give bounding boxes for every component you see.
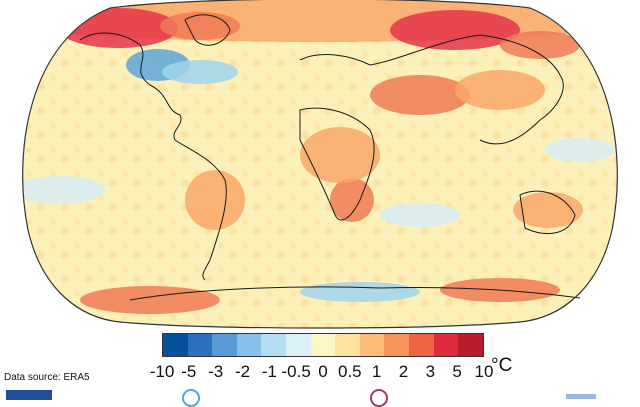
legend-tick-label: 1 bbox=[371, 362, 382, 381]
legend-color-swatch bbox=[335, 334, 360, 356]
legend-tick-label: 0.5 bbox=[338, 362, 362, 381]
legend-tick-label: -5 bbox=[181, 362, 197, 381]
east-pacific-cool-area bbox=[22, 176, 105, 204]
legend-color-swatch bbox=[433, 334, 459, 356]
south-america-warm-area bbox=[185, 170, 245, 230]
legend-color-swatch bbox=[384, 334, 410, 356]
legend-tick-label: -10 bbox=[149, 362, 175, 381]
copernicus-logo bbox=[182, 389, 200, 407]
legend-color-swatch bbox=[286, 334, 311, 356]
climate-service-logo bbox=[566, 394, 596, 399]
southern-ocean-warm-area bbox=[80, 286, 220, 314]
greenland-coastline bbox=[184, 14, 231, 46]
legend-tick-label: 10 bbox=[474, 362, 494, 381]
ecmwf-logo bbox=[370, 389, 388, 407]
legend-color-swatch bbox=[261, 334, 287, 356]
indian-ocean-cool-area bbox=[380, 203, 460, 227]
australia-warm-area bbox=[513, 192, 583, 228]
legend-color-swatch bbox=[409, 334, 434, 356]
east-asia-warm-area bbox=[455, 70, 545, 110]
legend-tick-label: 3 bbox=[425, 362, 436, 381]
legend-tick-label: 0 bbox=[318, 362, 328, 381]
north-america-coastline bbox=[79, 32, 182, 141]
data-source-label: Data source: ERA5 bbox=[4, 372, 90, 383]
legend-color-swatch bbox=[187, 334, 213, 356]
temperature-anomaly-map bbox=[22, 0, 618, 329]
legend-color-swatch bbox=[236, 334, 262, 356]
legend-colorbar bbox=[162, 333, 484, 357]
region-siberia bbox=[390, 10, 520, 50]
region-antarctica-coast bbox=[300, 282, 420, 302]
eu-flag-logo bbox=[6, 390, 52, 400]
australia-coastline bbox=[519, 190, 576, 235]
globe-outline bbox=[22, 0, 618, 329]
antarctica-coastline bbox=[129, 286, 581, 301]
legend-color-swatch bbox=[212, 334, 237, 356]
legend-color-swatch bbox=[359, 334, 385, 356]
map-canvas bbox=[22, 0, 618, 329]
region-southern-africa bbox=[330, 178, 374, 222]
legend-tick-label: -1 bbox=[261, 362, 277, 381]
eurasia-coastline bbox=[299, 34, 564, 145]
legend-tick-label: -0.5 bbox=[281, 362, 311, 381]
globe-fill bbox=[22, 0, 618, 328]
africa-coastline bbox=[299, 107, 375, 221]
west-pacific-cool-area bbox=[545, 138, 615, 162]
south-america-coastline bbox=[174, 139, 227, 281]
region-greenland-arctic-canada bbox=[58, 8, 178, 48]
legend-color-swatch bbox=[310, 334, 336, 356]
central-africa-warm-area bbox=[300, 127, 380, 183]
legend-tick-label: 5 bbox=[452, 362, 462, 381]
legend-tick-labels: -10 -5 -3 -2 -1 -0.5 0 0.5 1 2 3 5 10 bbox=[135, 362, 515, 384]
legend-color-swatch bbox=[458, 334, 483, 356]
northwest-atlantic-cool-area bbox=[162, 60, 238, 84]
east-siberia-warm-area bbox=[500, 31, 580, 59]
legend-tick-label: -3 bbox=[208, 362, 224, 381]
central-asia-warm-area bbox=[370, 75, 470, 115]
legend-tick-label: -2 bbox=[234, 362, 251, 381]
coastlines bbox=[79, 14, 581, 301]
legend-color-swatch bbox=[163, 334, 188, 356]
legend-unit-label: °C bbox=[491, 355, 513, 376]
legend-tick-label: 2 bbox=[398, 362, 409, 381]
